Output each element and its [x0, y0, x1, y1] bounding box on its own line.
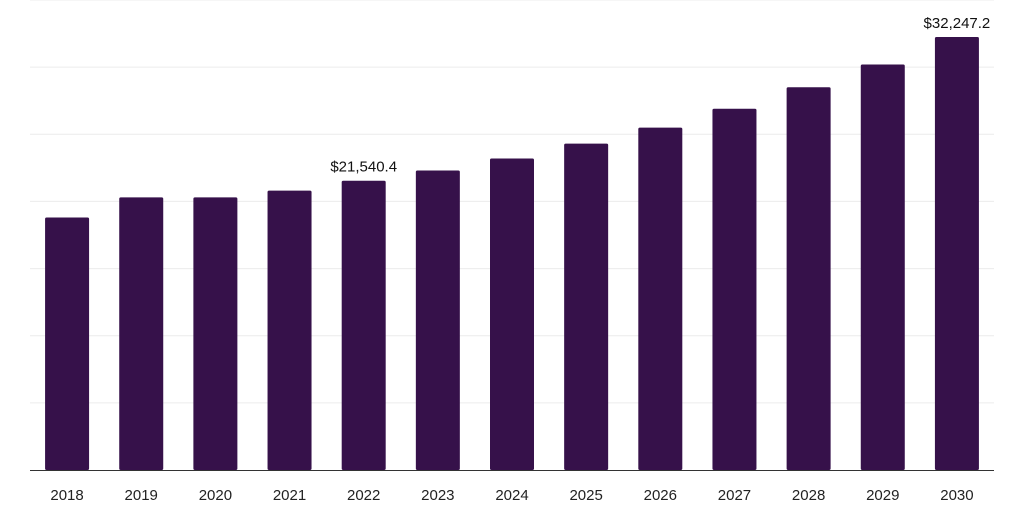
x-axis-tick-labels: 2018 2019 2020 2021 2022 2023 2024 2025 2026 2027… [50, 487, 973, 504]
bar-2022 [341, 180, 386, 470]
x-tick-label: 2027 [718, 487, 751, 504]
x-tick-label: 2026 [644, 487, 677, 504]
bar-2018 [45, 217, 90, 470]
x-tick-label: 2021 [273, 487, 306, 504]
data-labels: $21,540.4 $32,247.2 [330, 15, 990, 176]
x-tick-label: 2018 [50, 487, 83, 504]
x-tick-label: 2029 [866, 487, 899, 504]
data-label: $21,540.4 [330, 159, 397, 176]
bar-2027 [712, 108, 757, 471]
x-tick-label: 2030 [940, 487, 973, 504]
data-label: $32,247.2 [924, 15, 991, 32]
bar-2028 [786, 87, 831, 471]
x-tick-label: 2022 [347, 487, 380, 504]
bar-2026 [638, 127, 683, 471]
x-tick-label: 2019 [125, 487, 158, 504]
bars [45, 36, 979, 471]
x-tick-label: 2020 [199, 487, 232, 504]
bar-2024 [490, 158, 534, 470]
bar-2030 [934, 36, 979, 470]
bar-2029 [860, 64, 905, 470]
x-tick-label: 2023 [421, 487, 454, 504]
x-tick-label: 2028 [792, 487, 825, 504]
bar-2023 [415, 170, 460, 471]
bar-2020 [193, 197, 238, 470]
x-tick-label: 2024 [495, 487, 528, 504]
bar-2021 [267, 190, 312, 470]
bar-2025 [564, 143, 609, 470]
bar-2019 [119, 197, 164, 470]
x-tick-label: 2025 [569, 487, 602, 504]
